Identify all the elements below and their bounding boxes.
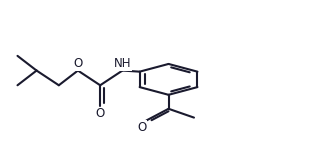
Text: NH: NH <box>114 57 131 70</box>
Text: O: O <box>73 57 83 70</box>
Text: O: O <box>95 107 105 120</box>
Text: O: O <box>137 121 146 134</box>
